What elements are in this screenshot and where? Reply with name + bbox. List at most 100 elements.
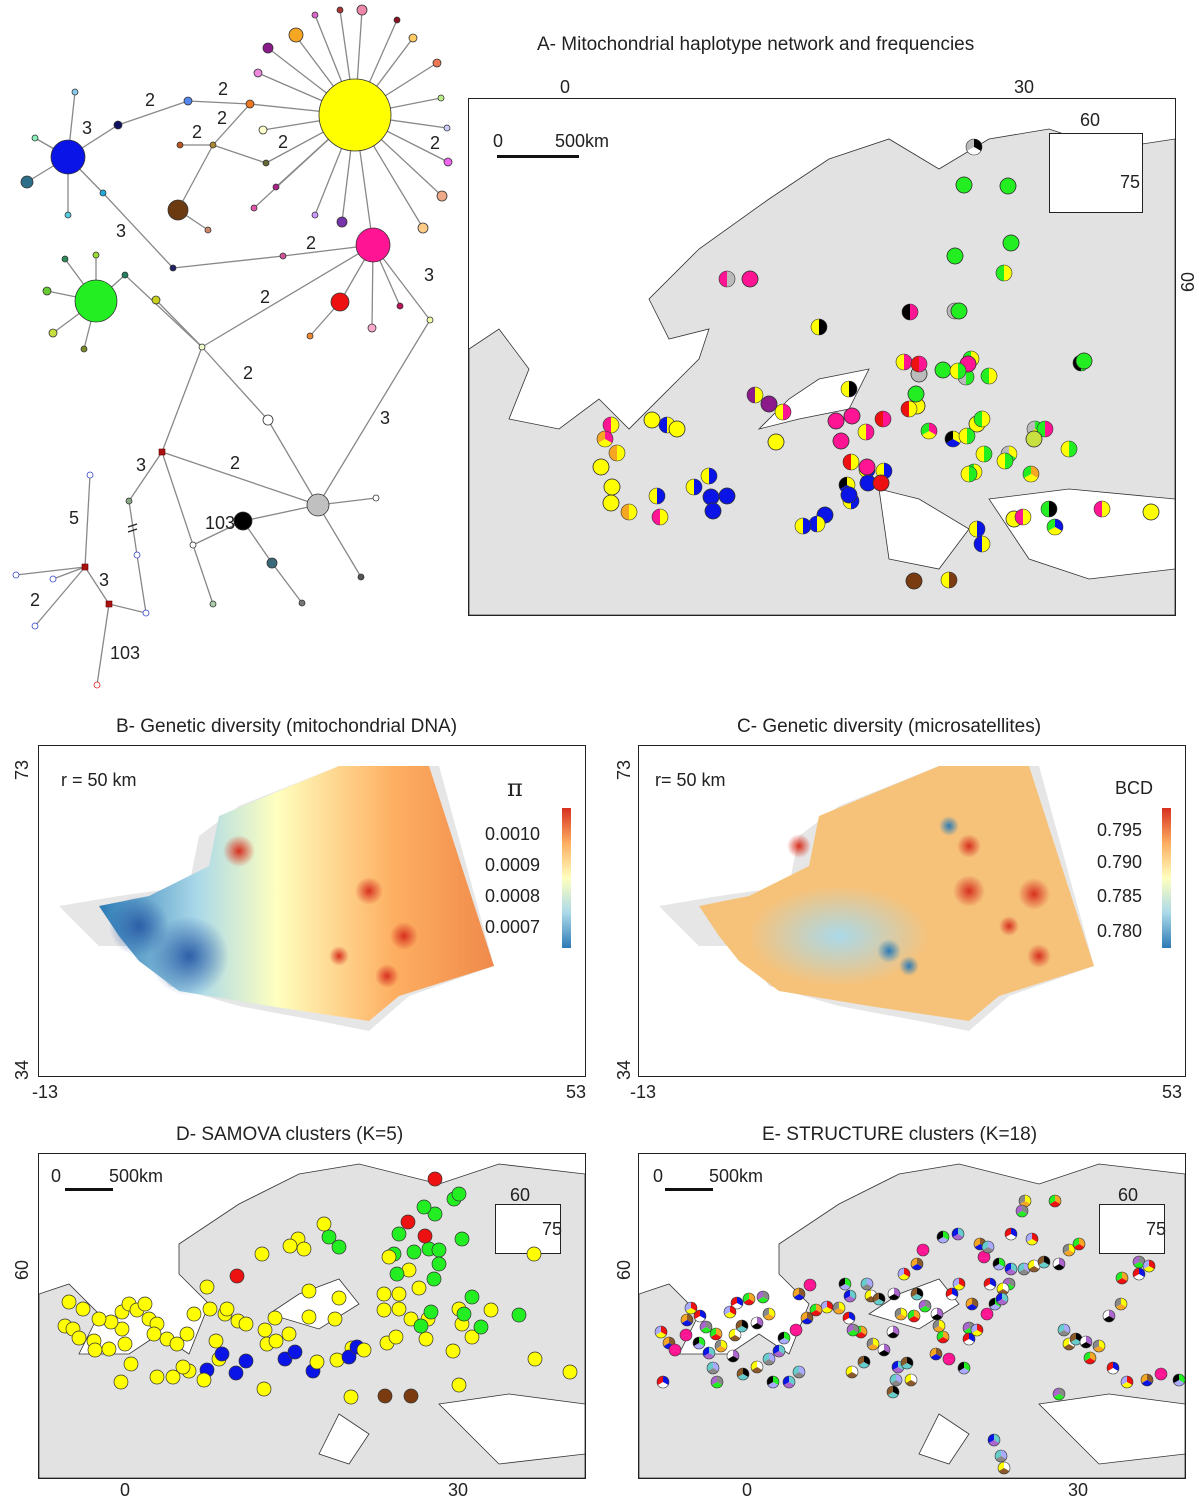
pie-slice — [811, 319, 819, 335]
map-a-pie — [946, 247, 964, 265]
samova-point — [356, 1342, 372, 1358]
pie-slice — [755, 387, 763, 403]
structure-pie — [1004, 1227, 1018, 1241]
haplotype-node-blue — [50, 139, 86, 175]
pie-slice — [1045, 421, 1053, 437]
pie-slice — [719, 271, 727, 287]
map-a-land — [469, 128, 1175, 615]
pie-slice — [680, 1335, 692, 1341]
map-a-pie — [973, 410, 991, 428]
network-label: 3 — [424, 265, 435, 285]
samova-point — [526, 1246, 542, 1262]
network-label: 103 — [205, 513, 236, 533]
structure-pie — [977, 1250, 991, 1264]
map-a-pie — [827, 412, 845, 430]
samova-point — [149, 1369, 165, 1385]
map-a-pie — [872, 474, 890, 492]
pie-slice — [649, 488, 657, 504]
map-a-pie — [810, 318, 828, 336]
pie-slice — [844, 1296, 856, 1302]
map-a-pie — [975, 445, 993, 463]
samova-point — [413, 1318, 429, 1334]
structure-pie — [702, 1346, 716, 1360]
pie-slice — [707, 1368, 719, 1374]
pie-slice — [911, 356, 919, 372]
pie-slice — [843, 454, 851, 470]
network-label: 2 — [278, 132, 289, 152]
map-a-pie — [774, 403, 792, 421]
pie-slice — [974, 536, 982, 552]
structure-pie — [1052, 1257, 1066, 1271]
structure-pie — [756, 1290, 770, 1304]
structure-pie — [1062, 1243, 1076, 1257]
samova-point — [281, 1326, 297, 1342]
map-a-pie — [1040, 500, 1058, 518]
structure-pie — [1092, 1339, 1106, 1353]
pie-slice — [959, 428, 967, 444]
pie-slice — [804, 1285, 816, 1291]
map-a-pie — [718, 487, 736, 505]
pie-slice — [657, 1382, 669, 1388]
x-tick: 0 — [742, 1480, 753, 1500]
map-a-pie — [940, 571, 958, 589]
legend-value: 0.795 — [1097, 820, 1143, 840]
map-a-pie — [950, 302, 968, 320]
structure-pie — [706, 1361, 720, 1375]
structure-pie — [726, 1349, 740, 1363]
samova-point — [331, 1239, 347, 1255]
map-a-pie — [874, 410, 892, 428]
pie-slice — [657, 488, 665, 504]
y-tick: 60 — [12, 1259, 32, 1280]
inset-map: 60 75 — [1099, 1185, 1166, 1254]
panel-d-title: D- SAMOVA clusters (K=5) — [176, 1124, 404, 1145]
structure-pie — [942, 1352, 956, 1366]
samova-point — [137, 1296, 153, 1312]
map-a-pie — [980, 367, 998, 385]
y-tick: 73 — [12, 759, 32, 780]
pie-slice — [841, 381, 849, 397]
map-a-pie — [1060, 440, 1078, 458]
structure-pie — [1114, 1297, 1128, 1311]
pie-slice — [775, 404, 783, 420]
radius-label: r = 50 km — [61, 770, 137, 790]
legend-value: 0.0009 — [485, 855, 541, 875]
pie-slice — [849, 381, 857, 397]
structure-pie — [1140, 1373, 1154, 1387]
samova-point — [400, 1214, 416, 1230]
pie-slice — [1004, 265, 1012, 281]
samova-point — [331, 1290, 347, 1306]
network-label: 2 — [217, 108, 228, 128]
pie-slice — [660, 509, 668, 525]
y-tick: 73 — [614, 759, 634, 780]
structure-pie — [889, 1373, 903, 1387]
samova-point — [169, 1336, 185, 1352]
structure-pie — [945, 1287, 959, 1301]
pie-slice — [694, 1316, 706, 1322]
samova-point — [426, 1271, 442, 1287]
map-a-pie — [999, 177, 1017, 195]
map-a-pie — [840, 380, 858, 398]
pie-slice — [700, 1327, 712, 1333]
pie-slice — [737, 1374, 749, 1380]
pie-slice — [946, 439, 960, 447]
map-a-pie — [968, 520, 986, 538]
samova-point — [267, 1310, 283, 1326]
structure-pie — [866, 1337, 880, 1351]
samova-point — [277, 1351, 293, 1367]
pie-slice — [1061, 441, 1069, 457]
pie-slice — [655, 1332, 667, 1338]
pie-slice — [757, 1297, 769, 1303]
samova-point — [464, 1329, 480, 1345]
structure-pie — [951, 1227, 965, 1241]
pie-slice — [751, 1367, 763, 1373]
samova-point — [473, 1319, 489, 1335]
inset-map: 60 75 — [495, 1185, 562, 1254]
map-a-pie — [832, 432, 850, 450]
samova-point — [427, 1171, 443, 1187]
structure-pie — [789, 1323, 803, 1337]
pie-slice — [982, 536, 990, 552]
map-a-pie — [1142, 503, 1160, 521]
samova-point — [287, 1344, 303, 1360]
map-a-pie — [842, 453, 860, 471]
pie-slice — [961, 466, 969, 482]
